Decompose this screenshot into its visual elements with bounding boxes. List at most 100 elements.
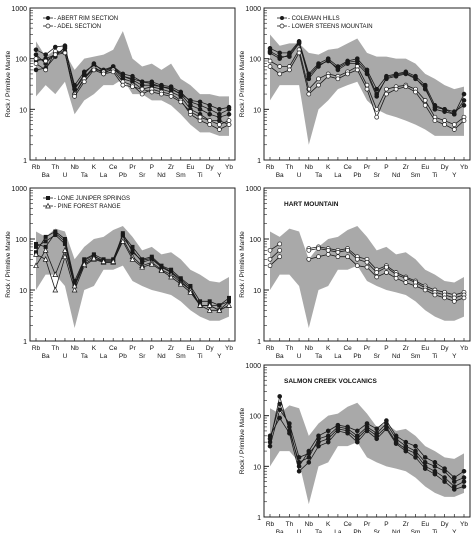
x-tick-label: Zr [403, 164, 410, 171]
x-tick-label: Sr [139, 353, 146, 360]
x-tick-label: P [384, 345, 388, 352]
data-point [53, 231, 58, 236]
panel-3: 1000 100 10 1 Rock / Primitive Mantle RbBaThU… [5, 186, 236, 360]
data-point [403, 275, 409, 281]
y-tick-label: 1 [257, 515, 261, 522]
data-point [432, 460, 438, 465]
data-point [33, 47, 39, 53]
data-point [217, 107, 222, 112]
data-point [139, 82, 145, 88]
data-point [422, 460, 428, 465]
x-tick-label: Pb [353, 353, 361, 360]
x-tick-label: Nb [70, 164, 79, 171]
data-point [188, 109, 193, 115]
data-point [335, 67, 341, 73]
x-tick-label: P [384, 521, 388, 528]
data-point [110, 258, 117, 264]
x-tick-label: Nd [392, 172, 401, 179]
data-point [393, 441, 399, 446]
x-tick-label: Dy [206, 345, 215, 352]
data-point [33, 56, 39, 62]
x-tick-label: Nd [392, 353, 401, 360]
data-point [442, 118, 447, 123]
x-tick-label: Pb [119, 172, 127, 179]
data-point [374, 436, 380, 442]
data-point [374, 426, 380, 432]
x-tick-label: Ti [432, 529, 437, 533]
data-point [461, 118, 467, 123]
x-tick-label: Ce [343, 345, 352, 352]
data-point [178, 91, 184, 97]
data-point [226, 111, 232, 117]
data-point [364, 428, 370, 434]
data-point [226, 104, 232, 110]
data-point [345, 254, 350, 260]
legend-marker [46, 196, 50, 200]
y-tick-label: 10 [253, 107, 261, 114]
x-tick-label: Rb [32, 164, 41, 171]
x-tick-label: U [63, 353, 68, 360]
data-point [217, 118, 222, 123]
data-point [72, 279, 77, 284]
data-point [451, 109, 457, 114]
data-point [277, 71, 283, 77]
y-tick-label: 1000 [11, 6, 27, 13]
y-axis-label: Rock / Primitive Mantle [239, 231, 246, 298]
data-point [227, 295, 231, 300]
legend-label: - ABERT RIM SECTION [54, 16, 118, 22]
data-point [62, 241, 67, 246]
data-point [432, 118, 438, 123]
data-point [267, 433, 273, 439]
x-tick-label: Ti [432, 172, 437, 179]
data-point [277, 247, 283, 253]
data-point [168, 86, 174, 91]
data-point [42, 256, 49, 262]
data-point [306, 256, 312, 262]
x-tick-label: Sr [373, 529, 380, 533]
data-point [354, 67, 360, 73]
x-tick-label: Sm [176, 353, 186, 360]
data-point [62, 237, 67, 241]
data-point [267, 256, 273, 262]
y-axis-label: Rock / Primitive Mantle [239, 407, 246, 474]
data-point [451, 298, 457, 304]
x-tick-label: La [100, 172, 108, 179]
mantle-band [270, 225, 464, 328]
x-tick-label: Pr [364, 521, 371, 528]
x-tick-label: Ce [109, 164, 118, 171]
x-tick-label: K [326, 521, 331, 528]
data-point [130, 244, 135, 249]
data-point [413, 89, 418, 95]
data-point [206, 307, 213, 313]
x-tick-label: Rb [266, 345, 275, 352]
legend-label: - PINE FOREST RANGE [54, 204, 121, 210]
data-point [296, 50, 302, 56]
data-point [451, 475, 457, 480]
data-point [277, 241, 283, 247]
x-tick-label: Nd [157, 172, 166, 179]
x-tick-label: Ti [197, 172, 202, 179]
data-point [461, 484, 467, 489]
x-tick-label: Th [52, 345, 60, 352]
data-point [216, 307, 223, 313]
data-point [62, 239, 67, 244]
data-point [277, 56, 283, 61]
panel-1: 1000 100 10 1 Rock / Primitive Mantle RbBaThU… [5, 6, 236, 179]
x-tick-label: Pr [129, 164, 136, 171]
x-tick-label: K [92, 345, 97, 352]
data-point [451, 479, 457, 484]
data-point [384, 426, 389, 432]
data-point [287, 430, 292, 436]
data-point [267, 50, 273, 56]
data-point [207, 111, 212, 117]
data-point [34, 244, 38, 249]
data-point [432, 471, 438, 477]
data-point [52, 271, 59, 277]
data-point [287, 52, 292, 57]
y-axis-label: Rock / Primitive Mantle [5, 50, 12, 117]
data-point [120, 231, 125, 236]
data-point [461, 475, 467, 480]
x-tick-label: Nb [305, 164, 314, 171]
data-point [198, 299, 203, 304]
data-point [207, 122, 213, 127]
